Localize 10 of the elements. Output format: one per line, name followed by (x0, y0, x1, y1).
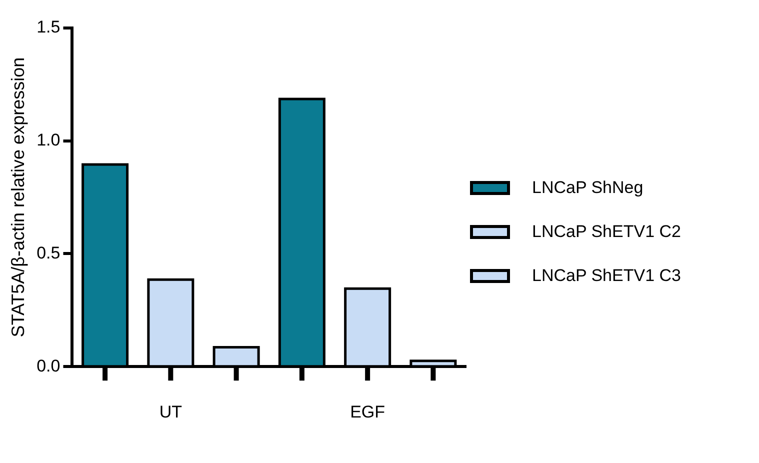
legend-label: LNCaP ShETV1 C2 (532, 222, 681, 242)
y-tick-label: 0.0 (36, 356, 60, 376)
y-axis-title: STAT5A/β-actin relative expression (8, 57, 28, 338)
x-tick-label: UT (159, 402, 182, 422)
y-tick-label: 1.0 (36, 130, 60, 150)
legend-label: LNCaP ShNeg (532, 178, 644, 198)
y-tick-label: 0.5 (36, 243, 60, 262)
legend-label: LNCaP ShETV1 C3 (532, 266, 681, 286)
x-tick-label: EGF (350, 402, 386, 422)
y-tick-label: 1.5 (36, 18, 60, 37)
